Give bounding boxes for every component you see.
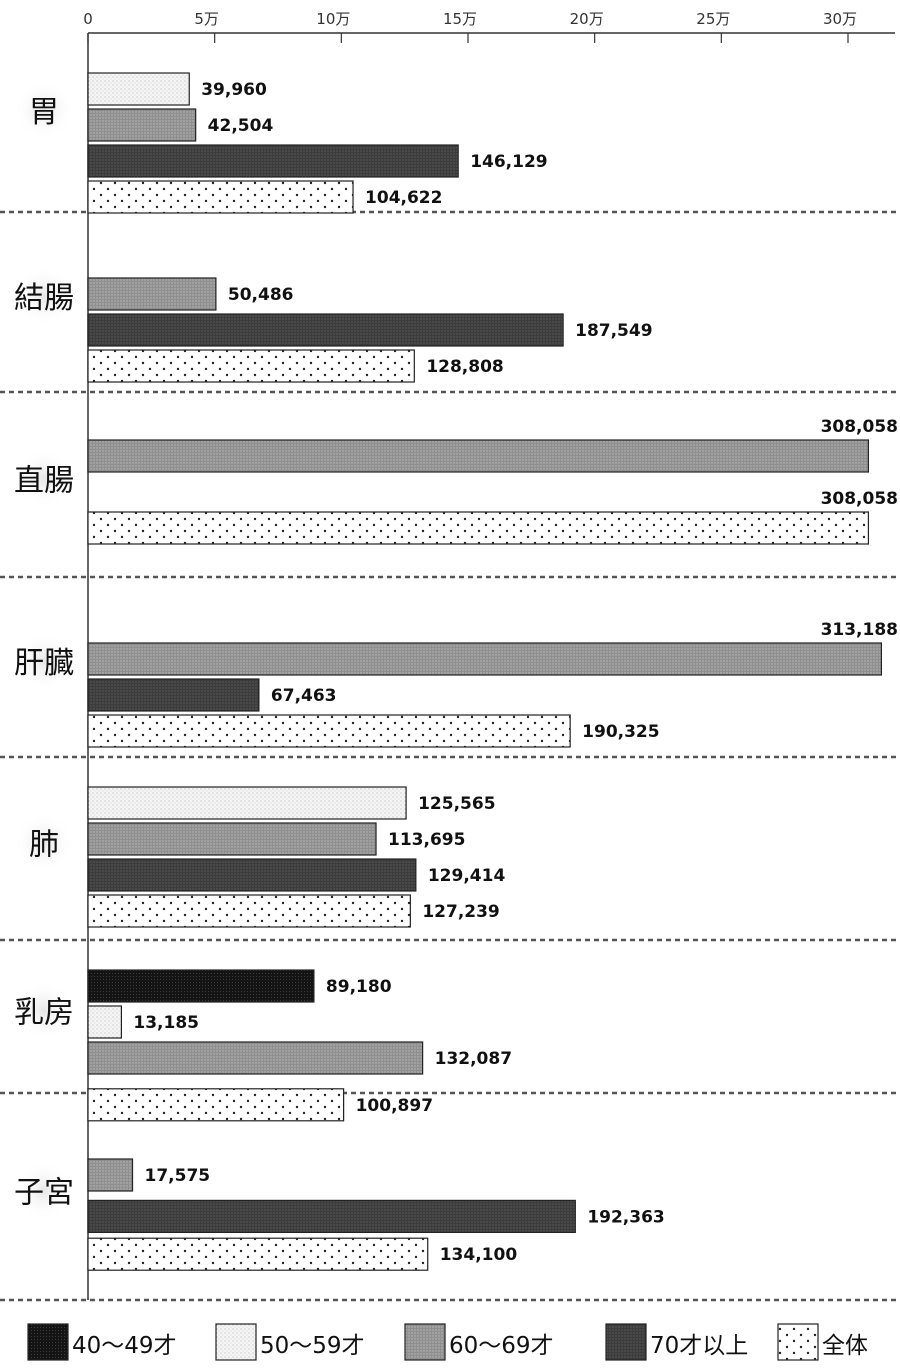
bar-直腸-4 bbox=[87, 511, 870, 545]
category-label-halo bbox=[14, 1160, 74, 1221]
category-label-halo bbox=[14, 80, 74, 140]
x-tick-label: 30万 bbox=[823, 10, 857, 28]
legend-label: 60〜69才 bbox=[449, 1333, 554, 1359]
bar-肺-3 bbox=[87, 858, 417, 892]
legend-swatch bbox=[404, 1323, 446, 1361]
x-tick-label: 15万 bbox=[443, 10, 477, 28]
bar-結腸-3 bbox=[87, 313, 564, 347]
bar-子宮-2 bbox=[87, 1158, 134, 1192]
legend-swatch bbox=[777, 1323, 819, 1361]
x-tick-label: 20万 bbox=[570, 10, 604, 28]
data-label: 313,188 bbox=[821, 620, 898, 640]
legend-swatch bbox=[215, 1323, 257, 1361]
data-label: 125,565 bbox=[418, 794, 495, 814]
data-label: 187,549 bbox=[575, 321, 652, 341]
bar-胃-2 bbox=[87, 108, 197, 142]
legend-label: 70才以上 bbox=[650, 1333, 748, 1359]
data-label: 100,897 bbox=[356, 1096, 433, 1116]
legend-label: 40〜49才 bbox=[72, 1333, 177, 1359]
data-label: 192,363 bbox=[587, 1207, 664, 1227]
data-label: 308,058 bbox=[821, 417, 898, 437]
bar-子宮-4 bbox=[87, 1237, 429, 1271]
data-label: 104,622 bbox=[365, 188, 442, 208]
data-label: 39,960 bbox=[201, 80, 267, 100]
data-label: 113,695 bbox=[388, 830, 465, 850]
bar-乳房-1 bbox=[87, 1005, 123, 1039]
category-label-halo bbox=[14, 631, 74, 691]
category-label: 子宮 bbox=[14, 1176, 74, 1211]
bar-子宮-3 bbox=[87, 1199, 576, 1234]
bar-肺-1 bbox=[87, 786, 407, 820]
data-label: 146,129 bbox=[470, 152, 547, 172]
bar-肺-2 bbox=[87, 822, 377, 856]
category-label-halo bbox=[14, 980, 74, 1041]
category-label-halo bbox=[14, 266, 74, 326]
x-tick-label: 5万 bbox=[194, 10, 219, 28]
bar-胃-4 bbox=[87, 180, 354, 214]
bar-肝臓-2 bbox=[87, 642, 883, 676]
category-label: 結腸 bbox=[14, 281, 74, 316]
data-label: 13,185 bbox=[133, 1013, 199, 1033]
bar-胃-1 bbox=[87, 72, 190, 106]
category-label: 直腸 bbox=[14, 464, 74, 499]
data-label: 67,463 bbox=[271, 686, 337, 706]
data-label: 129,414 bbox=[428, 866, 506, 886]
bar-直腸-2 bbox=[87, 439, 870, 473]
bar-結腸-4 bbox=[87, 349, 415, 383]
bar-結腸-2 bbox=[87, 277, 217, 311]
data-label: 132,087 bbox=[435, 1049, 512, 1069]
data-label: 50,486 bbox=[228, 285, 294, 305]
category-label: 肝臓 bbox=[14, 646, 74, 681]
legend-swatch bbox=[27, 1323, 69, 1361]
category-label: 肺 bbox=[29, 828, 59, 863]
bar-胃-3 bbox=[87, 144, 459, 178]
bar-乳房-2 bbox=[87, 1041, 424, 1075]
data-label: 308,058 bbox=[821, 489, 898, 509]
category-label-halo bbox=[14, 448, 74, 509]
legend-label: 全体 bbox=[822, 1333, 868, 1359]
x-tick-label: 25万 bbox=[696, 10, 730, 28]
bar-乳房-4 bbox=[87, 1088, 345, 1122]
legend-swatch bbox=[605, 1323, 647, 1361]
category-label: 胃 bbox=[29, 95, 59, 130]
data-label: 128,808 bbox=[426, 357, 503, 377]
bar-肝臓-3 bbox=[87, 678, 260, 712]
data-label: 127,239 bbox=[422, 902, 499, 922]
category-label: 乳房 bbox=[14, 996, 74, 1031]
data-label: 134,100 bbox=[440, 1245, 518, 1265]
data-label: 89,180 bbox=[326, 977, 392, 997]
data-label: 42,504 bbox=[208, 116, 274, 136]
data-label: 190,325 bbox=[582, 722, 659, 742]
x-tick-label: 0 bbox=[83, 10, 93, 28]
x-tick-label: 10万 bbox=[316, 10, 350, 28]
bar-肺-4 bbox=[87, 894, 411, 928]
category-label-halo bbox=[14, 812, 74, 873]
bar-肝臓-4 bbox=[87, 714, 571, 748]
legend-label: 50〜59才 bbox=[260, 1333, 365, 1359]
bar-乳房-0 bbox=[87, 969, 315, 1003]
data-label: 17,575 bbox=[145, 1166, 211, 1186]
